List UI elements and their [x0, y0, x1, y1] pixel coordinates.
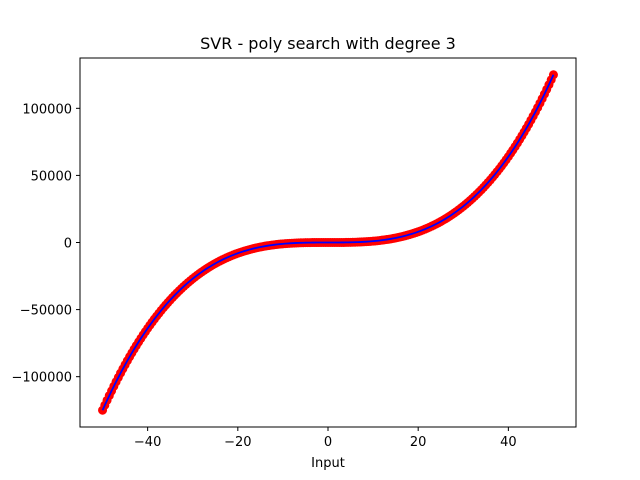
y-tick-label: 100000	[22, 102, 72, 117]
x-axis: −40 −20 0 20 40	[134, 427, 517, 450]
x-tick-label: 20	[410, 435, 427, 450]
y-tick-label: 50000	[31, 169, 72, 184]
chart-title: SVR - poly search with degree 3	[200, 34, 456, 53]
y-tick-label: −50000	[20, 304, 72, 319]
x-axis-label: Input	[311, 456, 345, 471]
fit-line	[101, 74, 555, 411]
y-tick-label: −100000	[11, 371, 72, 386]
x-tick-label: 40	[500, 435, 517, 450]
x-tick-label: −20	[224, 435, 251, 450]
x-tick-label: −40	[134, 435, 161, 450]
y-axis: −100000 −50000 0 50000 100000	[11, 102, 80, 386]
y-tick-label: 0	[64, 237, 72, 252]
x-tick-label: 0	[324, 435, 332, 450]
plot-area	[98, 70, 558, 415]
